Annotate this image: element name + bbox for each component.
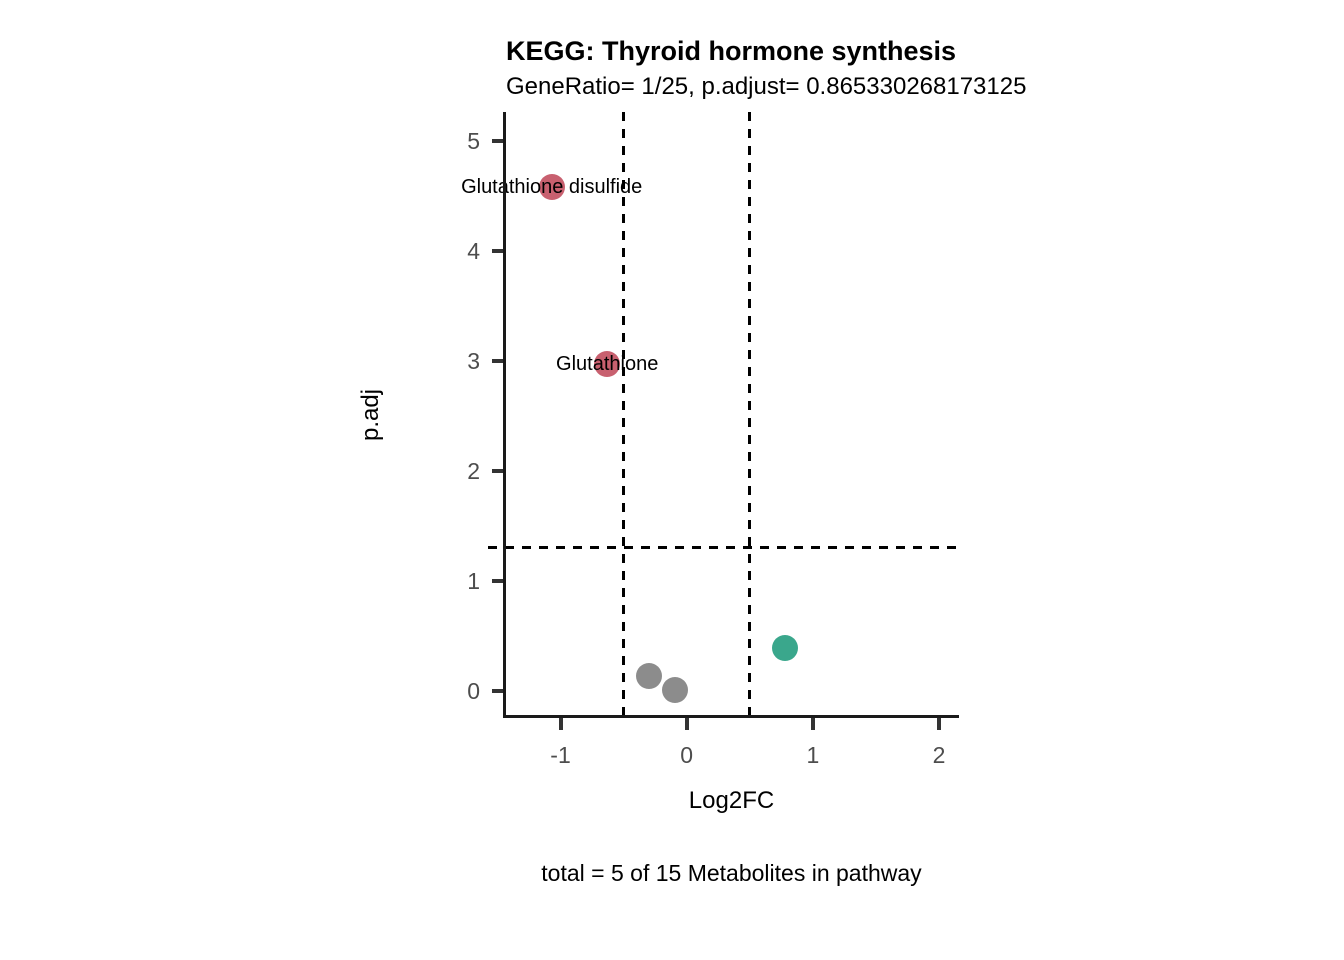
data-point — [635, 663, 662, 690]
x-axis-tick — [684, 717, 689, 730]
y-tick-label: 0 — [467, 677, 480, 704]
y-axis-title: p.adj — [357, 388, 384, 442]
caption: total = 5 of 15 Metabolites in pathway — [541, 860, 922, 886]
y-axis-tick — [492, 248, 505, 253]
y-tick-label: 1 — [467, 567, 480, 594]
data-point — [538, 173, 565, 200]
x-tick-label: -1 — [550, 742, 571, 768]
y-tick-label: 3 — [467, 347, 480, 374]
y-axis-tick — [492, 358, 505, 363]
data-point — [594, 350, 621, 377]
y-tick-label: 2 — [467, 457, 480, 484]
plot-panel — [505, 112, 958, 717]
chart-subtitle: GeneRatio= 1/25, p.adjust= 0.86533026817… — [506, 73, 1027, 100]
x-axis-tick — [810, 717, 815, 730]
y-axis-tick — [492, 138, 505, 143]
y-axis-tick — [492, 688, 505, 693]
chart-title: KEGG: Thyroid hormone synthesis — [506, 36, 957, 66]
threshold-hline — [488, 546, 958, 550]
y-axis-line — [503, 112, 506, 718]
threshold-vline — [622, 112, 626, 717]
x-axis-line — [503, 715, 959, 718]
x-axis-tick — [937, 717, 942, 730]
y-axis-tick — [492, 578, 505, 583]
x-axis-tick — [558, 717, 563, 730]
data-point — [662, 676, 689, 703]
data-point — [772, 634, 799, 661]
y-axis-tick — [492, 468, 505, 473]
x-tick-label: 1 — [806, 742, 820, 768]
x-tick-label: 0 — [680, 742, 694, 768]
threshold-vline — [748, 112, 752, 717]
data-point-label: Glutathione — [556, 352, 659, 375]
x-tick-label: 2 — [932, 742, 946, 768]
data-point-label: Glutathione disulfide — [461, 175, 643, 198]
x-axis-title: Log2FC — [688, 787, 775, 814]
y-tick-label: 5 — [467, 127, 480, 154]
y-tick-label: 4 — [467, 237, 480, 264]
